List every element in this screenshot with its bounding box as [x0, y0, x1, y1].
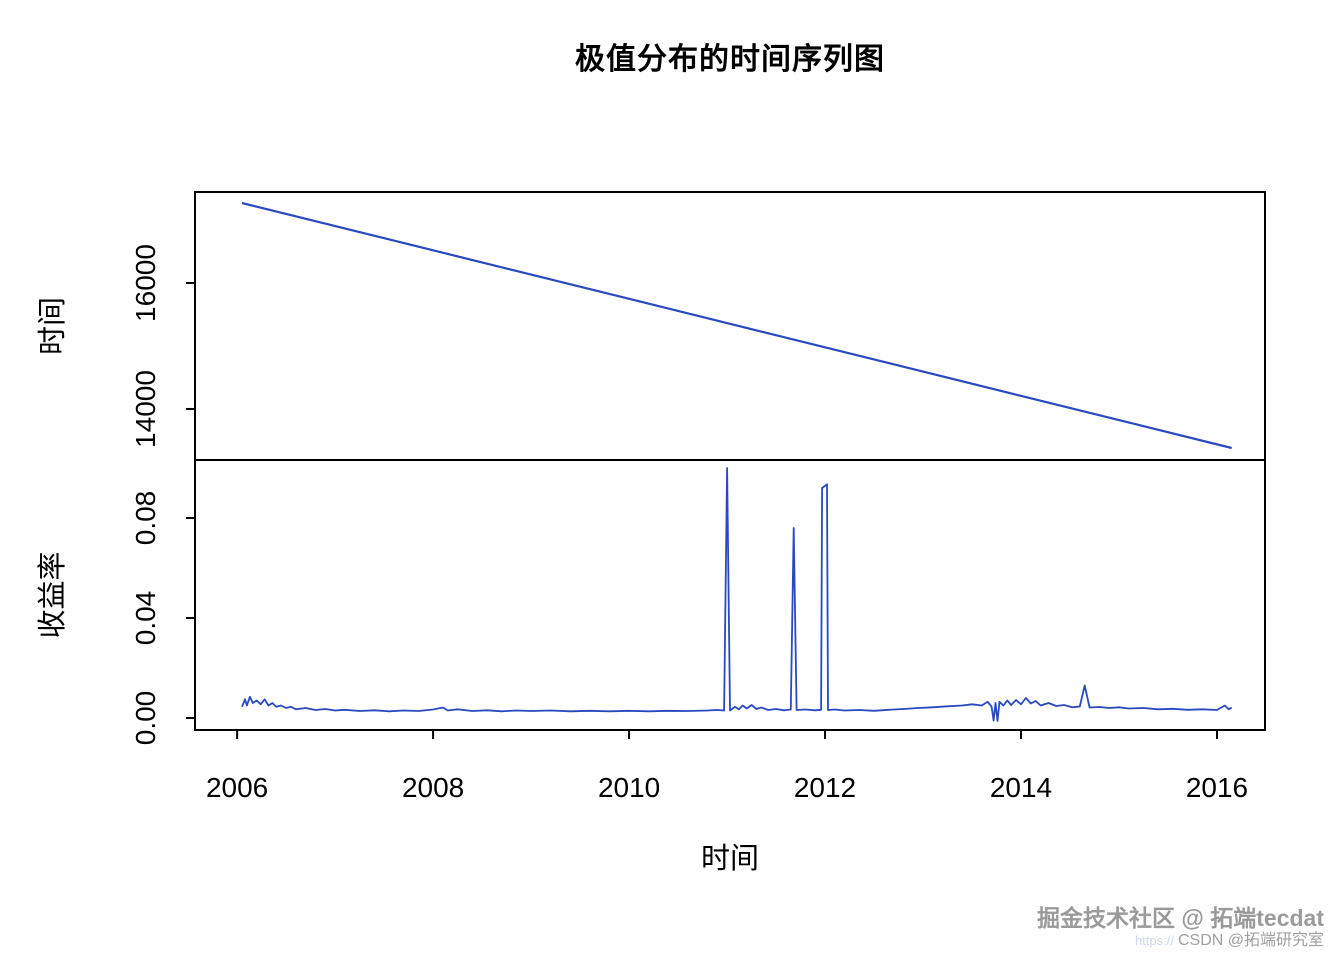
x-tick-label: 2008	[402, 772, 464, 803]
y-tick-label: 0.08	[130, 491, 161, 546]
y-axis-title: 时间	[36, 297, 69, 355]
y-tick-label: 0.04	[130, 591, 161, 646]
x-tick-label: 2010	[598, 772, 660, 803]
watermark-line1: 掘金技术社区 @ 拓端tecdat	[1037, 905, 1324, 932]
x-tick-label: 2014	[990, 772, 1052, 803]
y-tick-label: 14000	[130, 370, 161, 448]
y-tick-label: 16000	[130, 244, 161, 322]
watermark-line2: CSDN @拓端研究室	[1177, 931, 1324, 949]
y-axis-title: 收益率	[36, 551, 69, 638]
x-tick-label: 2006	[206, 772, 268, 803]
x-axis-title: 时间	[701, 842, 759, 875]
watermark-url-fragment: https://	[1134, 932, 1174, 948]
watermark-line2-wrap: https://CSDN @拓端研究室	[1037, 932, 1324, 950]
chart-title: 极值分布的时间序列图	[575, 43, 885, 76]
x-tick-label: 2012	[794, 772, 856, 803]
date-index-series	[241, 201, 1232, 450]
return-rate-series	[241, 467, 1233, 722]
x-tick-label: 2016	[1186, 772, 1248, 803]
y-tick-label: 0.00	[130, 691, 161, 746]
watermark: 掘金技术社区 @ 拓端tecdat https://CSDN @拓端研究室	[1037, 905, 1324, 950]
